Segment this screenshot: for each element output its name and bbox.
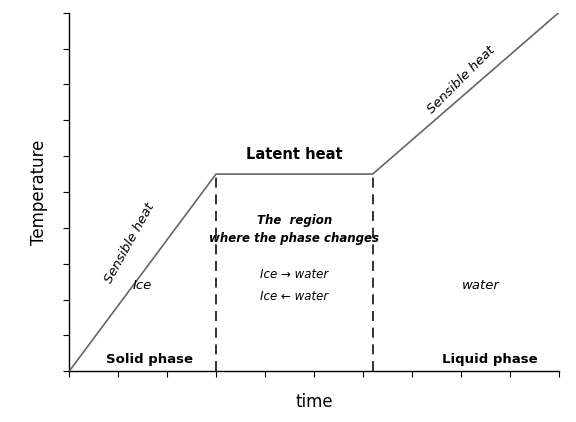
Text: Solid phase: Solid phase bbox=[107, 353, 194, 366]
Text: Liquid phase: Liquid phase bbox=[442, 353, 538, 366]
Text: Sensible heat: Sensible heat bbox=[425, 43, 498, 116]
Text: The  region: The region bbox=[257, 214, 332, 227]
X-axis label: time: time bbox=[295, 393, 333, 411]
Text: Ice → water: Ice → water bbox=[260, 268, 328, 281]
Y-axis label: Temperature: Temperature bbox=[29, 139, 48, 245]
Text: water: water bbox=[461, 279, 499, 292]
Text: Ice: Ice bbox=[133, 279, 152, 292]
Text: Ice ← water: Ice ← water bbox=[260, 289, 328, 303]
Text: Latent heat: Latent heat bbox=[246, 146, 343, 162]
Text: Sensible heat: Sensible heat bbox=[102, 200, 157, 285]
Text: where the phase changes: where the phase changes bbox=[209, 232, 380, 245]
